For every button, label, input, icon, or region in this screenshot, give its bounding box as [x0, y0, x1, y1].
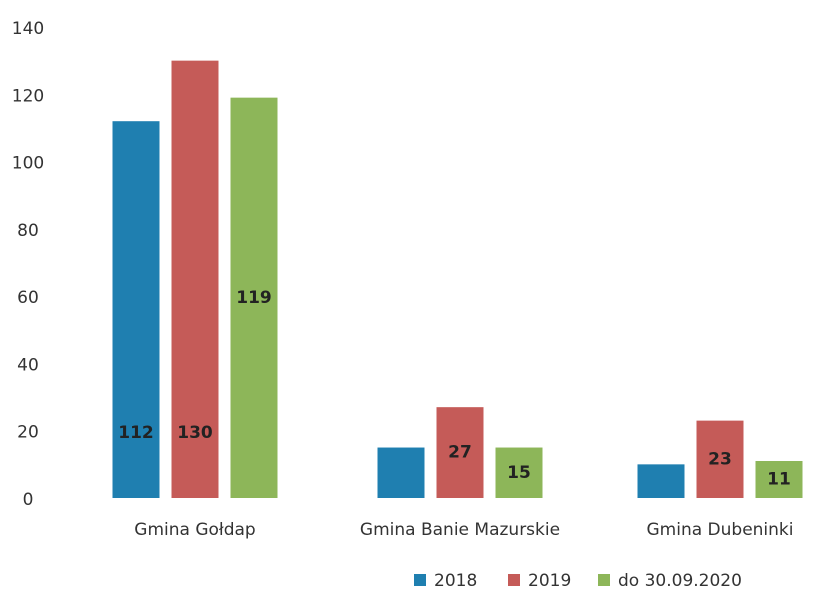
legend-swatch [598, 574, 610, 586]
bar [696, 420, 744, 498]
y-tick-label: 60 [17, 288, 39, 308]
value-label: 112 [118, 423, 154, 443]
value-label: 23 [708, 449, 732, 469]
y-tick-label: 80 [17, 221, 39, 241]
x-tick-label: Gmina Gołdap [134, 520, 255, 540]
value-label: 15 [507, 463, 531, 483]
y-tick-label: 100 [12, 154, 44, 174]
legend-label: 2019 [528, 571, 571, 591]
y-tick-label: 120 [12, 86, 44, 106]
y-tick-label: 140 [12, 19, 44, 39]
bar [755, 460, 803, 498]
bar [637, 464, 685, 498]
bar [495, 447, 543, 498]
legend-label: do 30.09.2020 [618, 571, 742, 591]
value-label: 130 [177, 423, 213, 443]
legend-label: 2018 [434, 571, 477, 591]
bar [171, 60, 219, 499]
x-tick-label: Gmina Banie Mazurskie [360, 520, 560, 540]
value-label: 119 [236, 288, 272, 308]
legend-swatch [414, 574, 426, 586]
bar [230, 97, 278, 499]
bar [112, 121, 160, 498]
y-tick-label: 40 [17, 355, 39, 375]
value-label: 11 [767, 469, 791, 489]
legend-swatch [508, 574, 520, 586]
value-label: 27 [448, 443, 472, 463]
y-tick-label: 20 [17, 423, 39, 443]
bar [436, 407, 484, 498]
x-tick-label: Gmina Dubeninki [646, 520, 793, 540]
bar [377, 447, 425, 498]
y-tick-label: 0 [23, 490, 34, 510]
